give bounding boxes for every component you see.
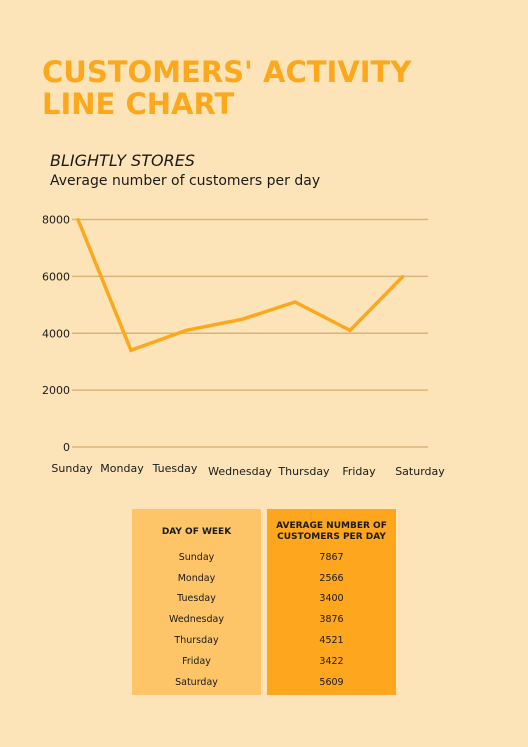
title-line-2: LINE CHART xyxy=(42,87,235,121)
data-table: DAY OF WEEK Sunday Monday Tuesday Wednes… xyxy=(132,509,396,695)
table-cell-day: Tuesday xyxy=(177,593,216,605)
x-tick-label: Thursday xyxy=(277,465,330,478)
title-line-1: CUSTOMERS' ACTIVITY xyxy=(42,55,412,89)
table-cell-value: 3876 xyxy=(319,614,344,626)
x-tick-label: Saturday xyxy=(395,465,445,478)
table-cell-day: Saturday xyxy=(175,676,218,688)
table-cell-day: Wednesday xyxy=(168,614,224,626)
data-point xyxy=(76,218,80,221)
y-tick-label: 2000 xyxy=(42,384,70,397)
table-cell-day: Monday xyxy=(177,572,216,584)
table-cell-day: Sunday xyxy=(178,551,215,563)
line-chart: 8000 6000 4000 2000 0 Sunday Monday Tuesday Wedn… xyxy=(42,214,445,479)
table-cell-value: 3400 xyxy=(319,593,344,605)
x-tick-label: Wednesday xyxy=(208,465,272,478)
table-cell-value: 7867 xyxy=(319,551,344,563)
y-tick-label: 8000 xyxy=(42,214,70,227)
table-cell-day: Thursday xyxy=(174,635,219,647)
table-header-average: AVERAGE NUMBER OF CUSTOMERS PER DAY xyxy=(276,521,387,542)
x-tick-label: Friday xyxy=(342,465,376,478)
x-tick-label: Monday xyxy=(100,462,144,475)
page-title: CUSTOMERS' ACTIVITY LINE CHART xyxy=(42,56,411,120)
table-cell-value: 2566 xyxy=(319,572,344,584)
data-point xyxy=(241,317,245,321)
table-cell-day: Friday xyxy=(182,655,211,667)
data-point xyxy=(184,328,188,332)
data-point xyxy=(348,328,352,332)
data-point xyxy=(129,348,133,352)
data-point xyxy=(293,300,297,304)
y-tick-label: 6000 xyxy=(42,270,70,283)
data-point xyxy=(401,274,405,278)
chart-subtitle: Average number of customers per day xyxy=(50,173,321,189)
y-tick-label: 4000 xyxy=(42,327,70,340)
table-cell-value: 4521 xyxy=(319,635,344,647)
table-day-column: DAY OF WEEK Sunday Monday Tuesday Wednes… xyxy=(132,509,261,695)
table-value-column: AVERAGE NUMBER OF CUSTOMERS PER DAY 7867… xyxy=(267,509,396,695)
table-cell-value: 3422 xyxy=(319,655,344,667)
y-tick-label: 0 xyxy=(63,441,70,454)
series-line xyxy=(76,218,405,353)
store-name: BLIGHTLY STORES xyxy=(50,151,195,170)
table-cell-value: 5609 xyxy=(319,676,344,688)
table-header-day: DAY OF WEEK xyxy=(161,526,232,537)
x-tick-label: Tuesday xyxy=(152,462,198,475)
x-tick-label: Sunday xyxy=(51,462,93,475)
